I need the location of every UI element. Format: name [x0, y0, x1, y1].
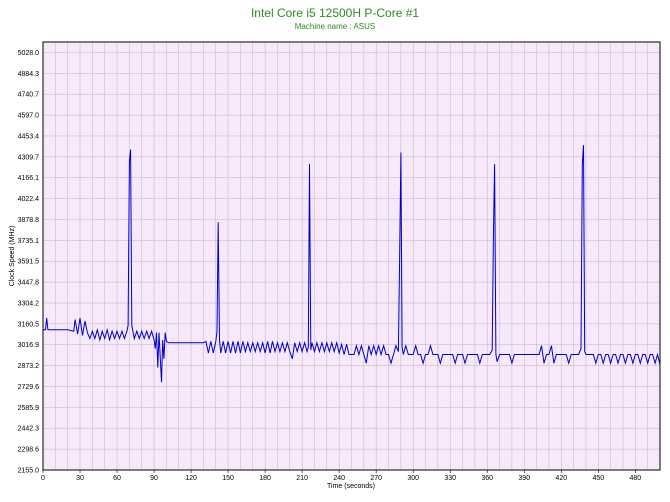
y-tick-label: 4884.3 [18, 71, 40, 78]
y-tick-label: 3447.8 [18, 280, 40, 287]
y-tick-label: 4740.7 [18, 92, 40, 99]
x-tick-label: 240 [333, 475, 345, 482]
y-tick-label: 4022.4 [18, 196, 40, 203]
x-tick-label: 60 [113, 475, 121, 482]
x-tick-label: 270 [370, 475, 382, 482]
y-axis-ticks: 2155.0 2298.6 2442.3 2585.9 2729.6 2873.2 3016… [18, 50, 40, 475]
y-tick-label: 5028.0 [18, 50, 40, 57]
y-tick-label: 2298.6 [18, 447, 40, 454]
y-tick-label: 2155.0 [18, 468, 40, 475]
x-tick-label: 120 [185, 475, 197, 482]
y-axis-label: Clock Speed (MHz) [9, 226, 16, 287]
x-tick-label: 300 [407, 475, 419, 482]
y-tick-label: 4453.4 [18, 133, 40, 140]
x-tick-label: 0 [41, 475, 45, 482]
x-tick-label: 330 [444, 475, 456, 482]
y-tick-label: 2729.6 [18, 384, 40, 391]
chart-subtitle: Machine name : ASUS [294, 22, 376, 31]
plot-border [42, 41, 661, 471]
series-line [43, 145, 661, 383]
x-axis-label: Time (seconds) [327, 483, 375, 490]
y-tick-label: 3591.5 [18, 259, 40, 266]
y-tick-label: 2585.9 [18, 405, 40, 412]
y-tick-label: 3878.8 [18, 217, 40, 224]
y-tick-label: 4309.7 [18, 154, 40, 161]
y-tick-label: 2442.3 [18, 426, 40, 433]
y-tick-label: 3304.2 [18, 300, 40, 307]
y-tick-label: 4166.1 [18, 175, 40, 182]
x-tick-label: 480 [629, 475, 641, 482]
x-tick-label: 180 [259, 475, 271, 482]
x-axis-ticks: 0 30 60 90 120 150 180 210 240 270 300 330 360 390 420… [41, 470, 641, 482]
x-tick-label: 30 [76, 475, 84, 482]
x-tick-label: 420 [555, 475, 567, 482]
y-tick-label: 4597.0 [18, 113, 40, 120]
y-tick-label: 3160.5 [18, 321, 40, 328]
y-tick-label: 3735.1 [18, 238, 40, 245]
x-tick-label: 360 [481, 475, 493, 482]
y-tick-label: 2873.2 [18, 363, 40, 370]
x-tick-label: 210 [296, 475, 308, 482]
x-tick-label: 150 [222, 475, 234, 482]
y-tick-label: 3016.9 [18, 342, 40, 349]
chart-title: Intel Core i5 12500H P-Core #1 [250, 6, 420, 20]
x-tick-label: 390 [518, 475, 530, 482]
x-tick-label: 90 [150, 475, 158, 482]
x-tick-label: 450 [592, 475, 604, 482]
